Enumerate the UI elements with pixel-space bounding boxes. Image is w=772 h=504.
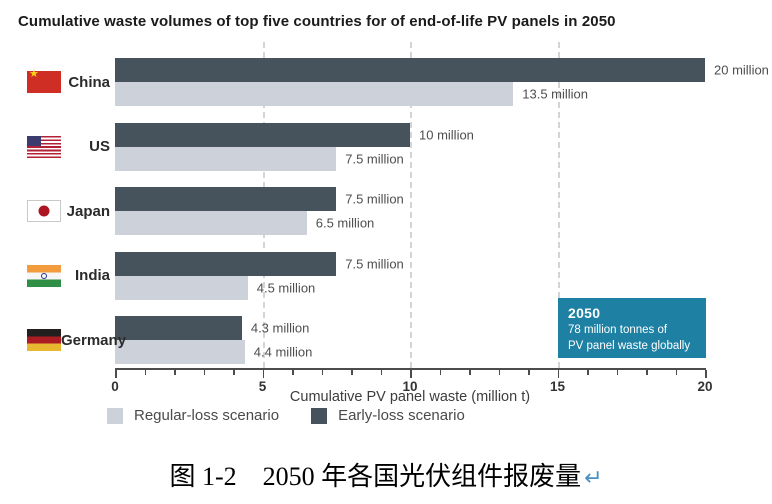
axis-tick-8 — [351, 370, 353, 375]
star-icon: ★ — [29, 68, 39, 80]
axis-tick-13 — [498, 370, 500, 375]
axis-tick-18 — [646, 370, 648, 375]
annotation-year: 2050 — [568, 305, 601, 321]
chart-title: Cumulative waste volumes of top five cou… — [18, 13, 616, 30]
axis-tick-16 — [587, 370, 589, 375]
legend-item-regular-loss: Regular-loss scenario — [107, 407, 279, 424]
country-label: Japan — [66, 202, 110, 220]
axis-tick-label-15: 15 — [549, 379, 566, 394]
country-label: Germany — [61, 331, 127, 349]
paragraph-return-mark-icon: ↵ — [584, 466, 603, 491]
x-axis-line — [115, 368, 706, 370]
x-axis-ticks: 0 5 10 15 20 — [111, 370, 713, 396]
axis-tick-label-10: 10 — [402, 379, 418, 394]
bar-value-label: 13.5 million — [522, 86, 589, 102]
legend-label: Early-loss scenario — [338, 407, 465, 424]
axis-tick-19 — [675, 370, 677, 375]
china-flag-icon: ★ — [27, 68, 61, 93]
category-row-india: India — [0, 252, 113, 300]
annotation-line: PV panel waste globally — [568, 339, 691, 352]
figure-caption-text: 图 1-2 2050 年各国光伏组件报废量 — [169, 462, 582, 491]
axis-tick-10 — [410, 370, 412, 378]
bar-japan-early: 7.5 million — [115, 187, 404, 211]
bar-japan-regular: 6.5 million — [115, 211, 374, 235]
bar-value-label: 4.4 million — [253, 344, 313, 360]
early-loss-swatch-icon — [311, 407, 328, 424]
us-flag-icon — [27, 135, 61, 158]
axis-tick-label-5: 5 — [258, 379, 267, 394]
sun-icon — [38, 205, 50, 217]
axis-tick-14 — [528, 370, 530, 375]
japan-flag-icon — [27, 200, 61, 222]
bar-value-label: 6.5 million — [315, 215, 375, 231]
plot-area: 20 million 13.5 million 10 million 7.5 mill… — [115, 42, 769, 368]
axis-tick-17 — [616, 370, 618, 375]
axis-tick-6 — [292, 370, 294, 375]
axis-tick-7 — [321, 370, 323, 375]
bar-value-label: 10 million — [419, 127, 474, 142]
axis-tick-3 — [203, 370, 205, 375]
bar-china-regular: 13.5 million — [115, 82, 588, 106]
regular-loss-swatch-icon — [107, 407, 123, 424]
axis-tick-11 — [439, 370, 441, 375]
germany-flag-icon — [27, 329, 61, 351]
bar-germany-regular: 4.4 million — [115, 340, 312, 364]
legend-label: Regular-loss scenario — [134, 407, 280, 424]
bar-germany-early: 4.3 million — [115, 316, 309, 340]
category-row-us: US — [0, 123, 113, 171]
x-axis-title: Cumulative PV panel waste (million t) — [289, 389, 531, 405]
legend: Regular-loss scenario Early-loss scenari… — [107, 407, 465, 424]
bar-value-label: 4.5 million — [256, 280, 316, 295]
bar-value-label: 7.5 million — [345, 151, 404, 166]
axis-tick-1 — [144, 370, 146, 375]
country-label: US — [89, 138, 110, 155]
figure-caption: 图 1-2 2050 年各国光伏组件报废量 ↵ — [0, 456, 772, 493]
axis-tick-15 — [557, 370, 559, 378]
axis-tick-9 — [380, 370, 382, 375]
bar-india-early: 7.5 million — [115, 251, 404, 276]
annotation-line: 78 million tonnes of — [568, 324, 668, 336]
axis-tick-0 — [115, 370, 117, 378]
bar-value-label: 7.5 million — [345, 191, 404, 207]
category-row-germany: Germany — [0, 316, 126, 364]
bar-us-regular: 7.5 million — [115, 146, 404, 171]
axis-tick-label-20: 20 — [697, 379, 713, 394]
bar-us-early: 10 million — [115, 122, 474, 147]
axis-tick-5 — [262, 370, 264, 378]
chakra-icon — [41, 272, 47, 279]
axis-tick-4 — [233, 370, 235, 375]
axis-tick-12 — [469, 370, 471, 375]
category-row-china: ★ China — [0, 58, 113, 106]
india-flag-icon — [27, 264, 61, 287]
bar-china-early: 20 million — [115, 58, 769, 82]
country-label: China — [68, 73, 110, 91]
axis-tick-label-0: 0 — [111, 379, 119, 394]
legend-item-early-loss: Early-loss scenario — [311, 407, 465, 424]
axis-tick-2 — [174, 370, 176, 375]
gridline-15 — [557, 42, 560, 368]
axis-tick-20 — [705, 370, 707, 378]
bar-value-label: 7.5 million — [345, 256, 404, 271]
gridline-10 — [410, 42, 412, 368]
annotation-2050-box: 2050 78 million tonnes of PV panel waste… — [558, 298, 706, 358]
country-label: India — [74, 267, 110, 284]
bar-value-label: 4.3 million — [250, 320, 310, 336]
bar-india-regular: 4.5 million — [115, 275, 315, 300]
canton-icon — [27, 135, 41, 146]
category-row-japan: Japan — [0, 187, 113, 235]
bar-value-label: 20 million — [714, 62, 769, 78]
